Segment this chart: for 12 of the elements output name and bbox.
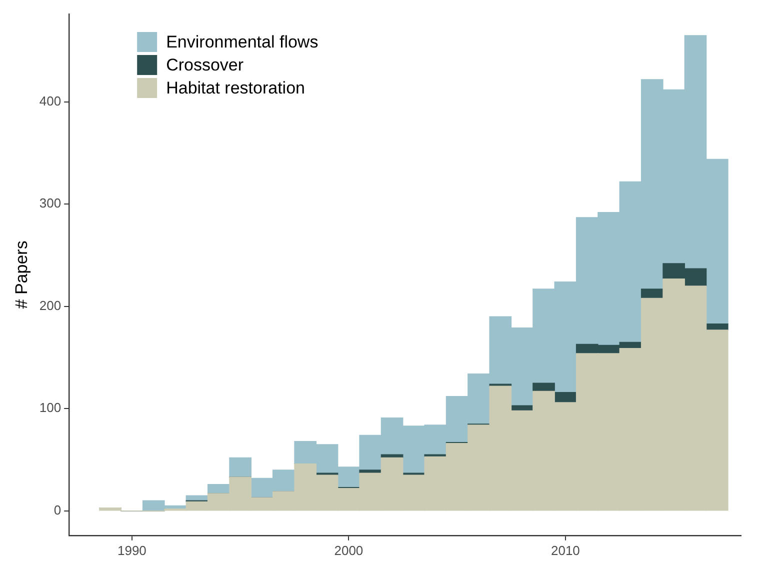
y-tick-label: 400 [39, 94, 62, 108]
x-tick-label: 2010 [550, 542, 580, 558]
y-tick-label: 200 [39, 298, 62, 313]
y-axis-title: # Papers [12, 240, 31, 309]
legend-label: Environmental flows [166, 32, 318, 52]
legend-label: Crossover [166, 56, 244, 75]
legend-label: Habitat restoration [166, 78, 305, 98]
x-tick-label: 1990 [117, 542, 146, 558]
x-tick-label: 2000 [334, 542, 364, 558]
y-tick-label: 0 [54, 502, 62, 518]
y-tick-label: 300 [39, 196, 62, 211]
y-tick-label: 100 [39, 400, 62, 416]
